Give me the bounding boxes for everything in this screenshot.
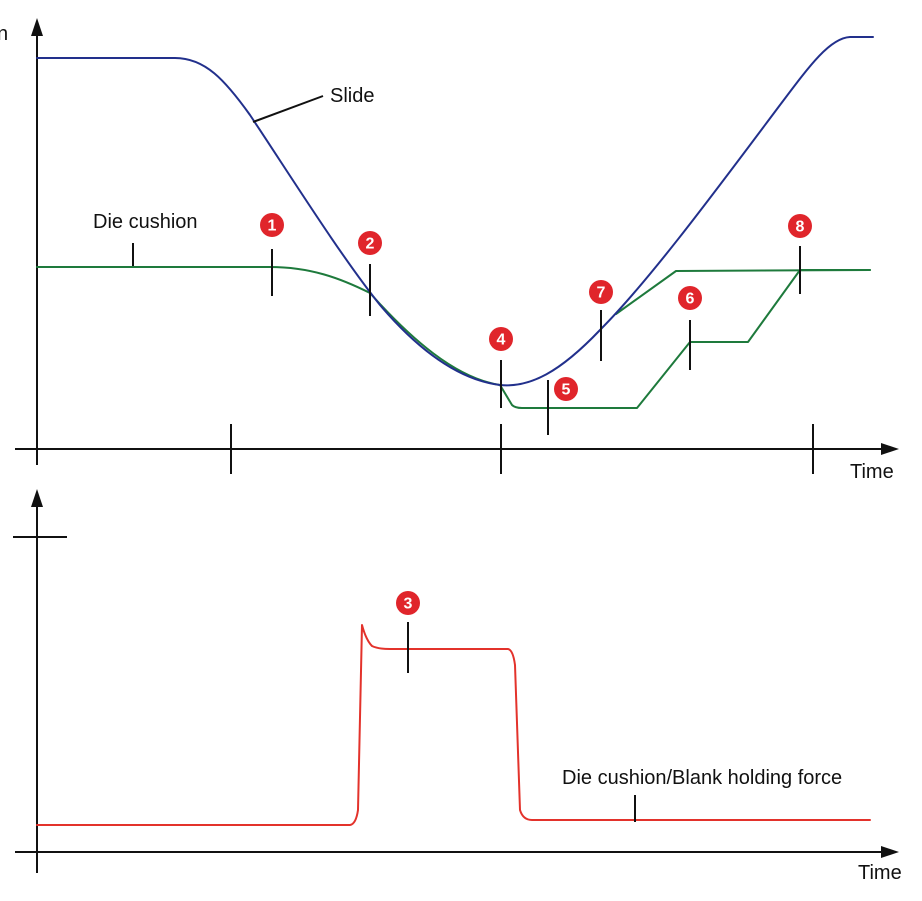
marker-8: 8	[788, 214, 812, 238]
die-cushion-label: Die cushion	[93, 211, 198, 233]
blank-holding-force-curve	[36, 624, 871, 826]
slide-leader	[252, 95, 324, 123]
marker-7: 7	[589, 280, 613, 304]
marker-4: 4	[489, 327, 513, 351]
top-x-axis-label: Time	[850, 461, 894, 483]
marker-3: 3	[396, 591, 420, 615]
marker-1: 1	[260, 213, 284, 237]
die-cushion-return-curve	[615, 269, 871, 315]
die-cushion-curve	[36, 266, 871, 409]
bottom-plot: Time Die cushion/Blank holding force 3	[13, 489, 902, 884]
top-y-axis-label: n	[0, 23, 8, 45]
svg-text:2: 2	[366, 236, 375, 253]
marker-6: 6	[678, 286, 702, 310]
force-label: Die cushion/Blank holding force	[562, 767, 842, 789]
svg-text:3: 3	[404, 596, 413, 613]
top-plot: n Time Slide Die cushion 1 2	[0, 18, 899, 483]
svg-text:8: 8	[796, 219, 805, 236]
slide-label: Slide	[330, 85, 374, 107]
top-x-axis-arrow	[881, 443, 899, 455]
marker-5: 5	[554, 377, 578, 401]
svg-text:7: 7	[597, 285, 606, 302]
bottom-y-axis-arrow	[31, 489, 43, 507]
marker-2: 2	[358, 231, 382, 255]
svg-text:1: 1	[268, 218, 277, 235]
svg-text:5: 5	[562, 382, 571, 399]
bottom-x-axis-arrow	[881, 846, 899, 858]
svg-text:4: 4	[497, 332, 506, 349]
bottom-x-axis-label: Time	[858, 862, 902, 884]
svg-text:6: 6	[686, 291, 695, 308]
top-y-axis-arrow	[31, 18, 43, 36]
